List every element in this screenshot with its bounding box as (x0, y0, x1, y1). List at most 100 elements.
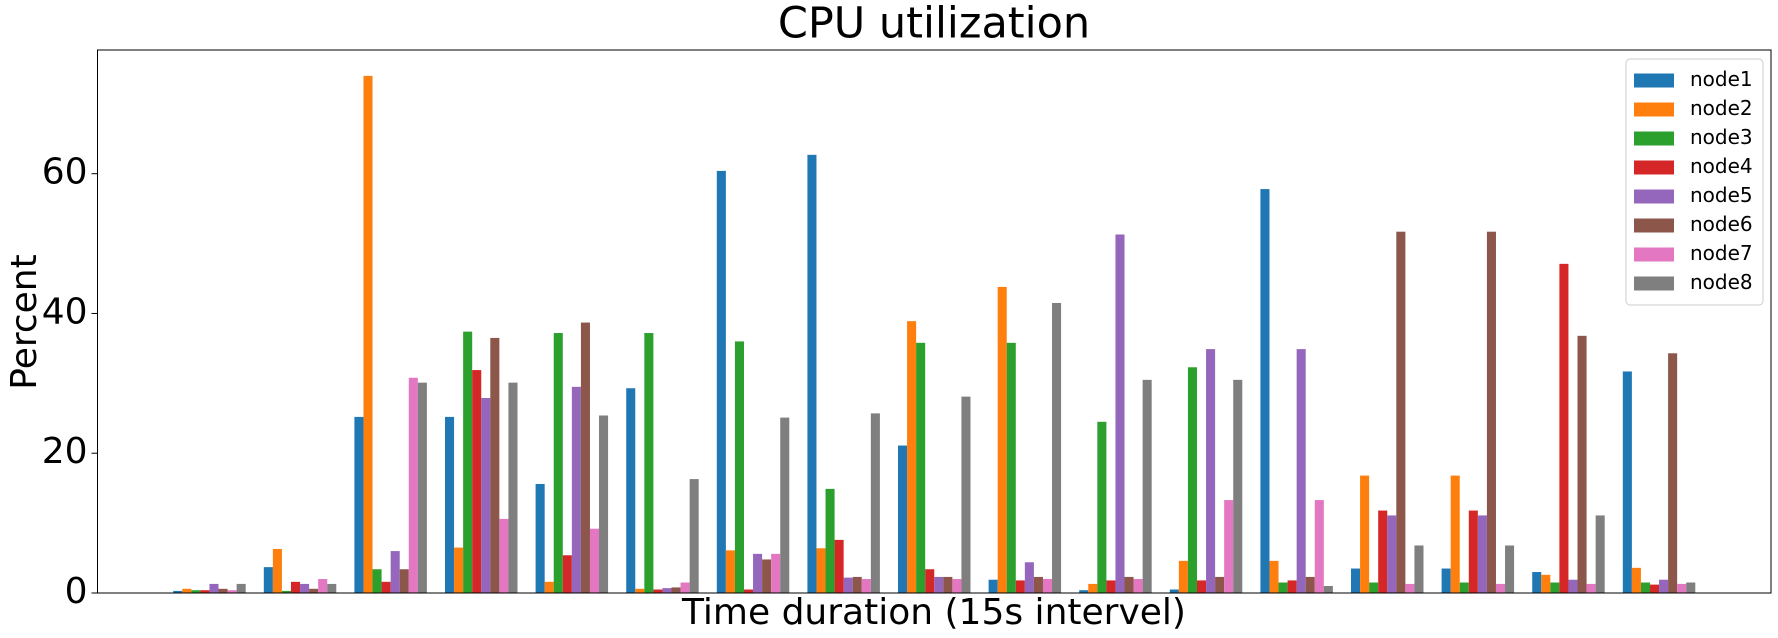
bar (1088, 583, 1098, 593)
y-tick-label: 40 (42, 291, 88, 332)
legend-swatch (1634, 131, 1674, 146)
bar (508, 382, 518, 593)
bar (1541, 574, 1551, 593)
legend-label: node2 (1690, 96, 1753, 120)
bar (191, 590, 201, 593)
bar (390, 551, 400, 593)
chart-title: CPU utilization (778, 0, 1090, 49)
bar (1079, 590, 1089, 593)
bar (1369, 582, 1379, 593)
bar (852, 576, 862, 593)
bar (1323, 586, 1333, 593)
bar (780, 417, 790, 593)
bar (580, 322, 590, 593)
legend-swatch (1634, 73, 1674, 88)
bar (807, 154, 817, 594)
bar (1006, 342, 1016, 593)
bar (263, 567, 273, 593)
bar (1305, 576, 1315, 593)
bar (1505, 545, 1515, 593)
bar (1441, 568, 1451, 593)
bar (571, 386, 581, 593)
bar (925, 569, 935, 593)
bar (916, 342, 926, 593)
legend-swatch (1634, 102, 1674, 117)
bar (599, 415, 609, 593)
legend-label: node7 (1690, 241, 1753, 265)
bar (182, 588, 192, 593)
bar (644, 333, 654, 593)
bar (734, 341, 744, 593)
bar (1287, 580, 1297, 593)
bar (671, 587, 681, 593)
legend-swatch (1634, 160, 1674, 175)
bar (988, 579, 998, 593)
legend-swatch (1634, 218, 1674, 233)
bar (1296, 349, 1306, 593)
bar (725, 550, 735, 593)
bar (1024, 562, 1034, 593)
bar (281, 590, 291, 593)
bar (1577, 335, 1587, 593)
bar (372, 569, 382, 593)
bar (635, 588, 645, 593)
bar (1133, 579, 1143, 593)
legend-label: node6 (1690, 212, 1753, 236)
bar (898, 445, 908, 593)
bar (653, 589, 663, 593)
bar (1042, 579, 1053, 593)
bar (290, 581, 301, 593)
bar (1224, 500, 1234, 593)
bar (1640, 582, 1650, 593)
bar (1477, 515, 1487, 593)
legend-label: node3 (1690, 125, 1753, 149)
bar (1468, 510, 1478, 593)
bar (825, 488, 835, 593)
bar (1486, 231, 1496, 593)
bar (907, 321, 917, 593)
bar (1178, 560, 1188, 593)
bar (1387, 515, 1397, 593)
legend-label: node4 (1690, 154, 1753, 178)
bar (209, 583, 219, 593)
bar (1550, 582, 1560, 593)
bar (381, 581, 391, 593)
bar (1595, 515, 1605, 593)
bar (1559, 263, 1569, 593)
bar (472, 370, 482, 593)
y-tick-label: 20 (42, 431, 88, 472)
bar (272, 548, 282, 593)
bar (200, 590, 210, 593)
bar (716, 170, 726, 594)
bar (227, 590, 237, 593)
legend-swatch (1634, 189, 1674, 204)
bar (934, 576, 944, 593)
bar (1532, 572, 1542, 593)
bar (961, 396, 971, 593)
bar (689, 479, 699, 593)
bar (1459, 582, 1469, 593)
bar (318, 579, 328, 593)
bar (1052, 302, 1062, 593)
bar (1659, 579, 1669, 593)
bar (1631, 567, 1641, 593)
bar (1686, 582, 1696, 593)
bar (1450, 475, 1460, 593)
bar (354, 416, 364, 593)
bar (1405, 583, 1415, 593)
bar (1495, 583, 1506, 593)
bar (753, 553, 763, 593)
bar (1269, 560, 1279, 593)
bar (490, 337, 500, 593)
bar (1622, 371, 1632, 593)
legend-label: node1 (1690, 67, 1753, 91)
bar (544, 581, 554, 593)
bar (1586, 583, 1596, 593)
x-axis-label: Time duration (15s intervel) (681, 592, 1186, 633)
bar (1396, 231, 1406, 593)
bar (417, 382, 427, 593)
bar (1260, 189, 1270, 593)
bar (1015, 580, 1025, 593)
bar (589, 528, 600, 593)
